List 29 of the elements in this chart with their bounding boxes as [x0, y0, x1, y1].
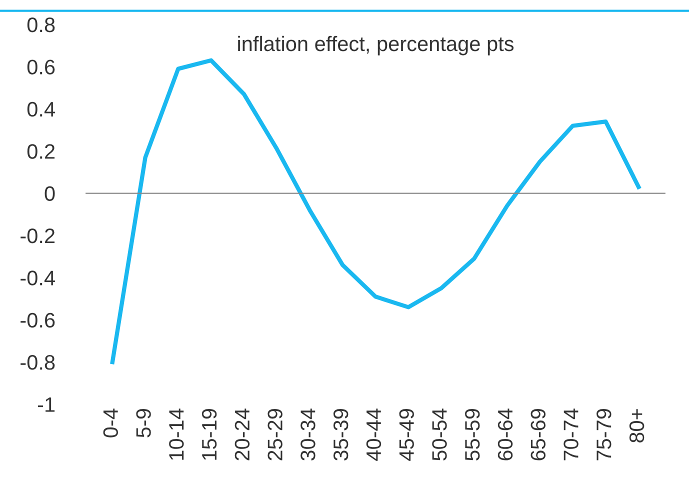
- y-tick-label: -0.4: [20, 270, 55, 286]
- x-tick-label: 65-69: [530, 409, 546, 460]
- y-tick-label: -0.8: [20, 355, 55, 370]
- x-tick-label: 20-24: [234, 408, 250, 460]
- x-tick-label: 55-59: [464, 409, 480, 460]
- x-tick-label: 60-64: [498, 408, 513, 460]
- x-tick-label: 25-29: [268, 409, 282, 460]
- line-series: [110, 58, 641, 364]
- y-tick-label: 0.4: [27, 102, 55, 117]
- x-tick-label: 10-14: [169, 408, 184, 460]
- x-tick-label: 40-44: [366, 408, 382, 461]
- x-tick-label: 35-39: [333, 409, 348, 461]
- x-tick-label: 0-4: [103, 408, 118, 438]
- x-tick-label: 80+: [629, 409, 644, 442]
- y-tick-label: -0.2: [20, 228, 55, 244]
- y-tick-label: 0.8: [27, 18, 55, 32]
- x-tick-label: 70-74: [564, 408, 578, 460]
- y-tick-label: -0.6: [20, 312, 55, 328]
- y-tick-label: 0: [44, 186, 55, 202]
- chart-title: inflation effect, percentage pts: [238, 36, 514, 56]
- x-tick-label: 30-34: [300, 408, 316, 461]
- x-tick-label: 75-79: [596, 409, 612, 460]
- y-tick-label: 0.2: [27, 144, 55, 159]
- y-tick-label: 0.6: [27, 60, 55, 74]
- x-tick-label: 50-54: [432, 408, 447, 460]
- y-tick-label: -1: [38, 397, 55, 412]
- x-tick-label: 45-49: [399, 409, 414, 461]
- x-tick-label: 15-19: [202, 409, 217, 460]
- x-tick-label: 5-9: [136, 409, 151, 438]
